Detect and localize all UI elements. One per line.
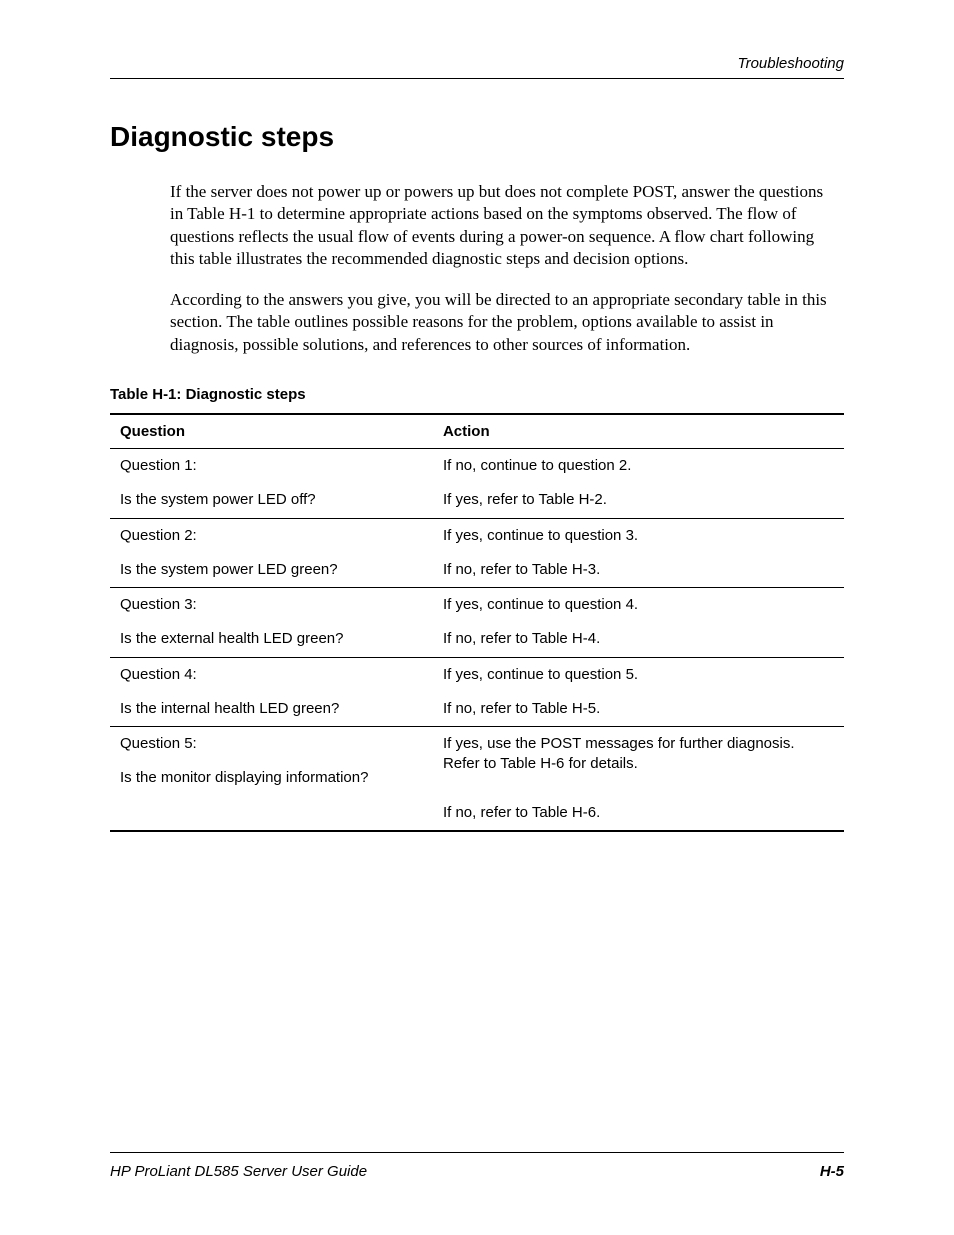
footer-page-number: H-5 bbox=[820, 1163, 844, 1180]
page-footer: HP ProLiant DL585 Server User Guide H-5 bbox=[110, 1152, 844, 1180]
action-cell: If no, refer to Table H-4. bbox=[433, 622, 844, 657]
running-header-text: Troubleshooting bbox=[738, 55, 844, 72]
table-row: Is the external health LED green? If no,… bbox=[110, 622, 844, 657]
question-cell: Is the internal health LED green? bbox=[110, 692, 433, 727]
question-cell: Question 4: bbox=[110, 657, 433, 692]
table-caption: Table H-1: Diagnostic steps bbox=[110, 386, 844, 403]
question-cell: Question 3: bbox=[110, 588, 433, 623]
table-header-row: Question Action bbox=[110, 414, 844, 449]
question-cell: Is the system power LED off? bbox=[110, 483, 433, 518]
footer-row: HP ProLiant DL585 Server User Guide H-5 bbox=[110, 1163, 844, 1180]
running-header: Troubleshooting bbox=[110, 55, 844, 78]
table-row: Question 3: If yes, continue to question… bbox=[110, 588, 844, 623]
header-rule bbox=[110, 78, 844, 79]
table-row: Question 5: If yes, use the POST message… bbox=[110, 727, 844, 762]
table-row: Is the internal health LED green? If no,… bbox=[110, 692, 844, 727]
page-frame: Troubleshooting Diagnostic steps If the … bbox=[110, 55, 844, 1180]
table-header-question: Question bbox=[110, 414, 433, 449]
table-header-action: Action bbox=[433, 414, 844, 449]
table-row: Is the system power LED green? If no, re… bbox=[110, 553, 844, 588]
question-cell: Is the monitor displaying information? bbox=[110, 761, 433, 795]
diagnostic-table: Question Action Question 1: If no, conti… bbox=[110, 413, 844, 832]
action-cell: If yes, continue to question 5. bbox=[433, 657, 844, 692]
question-cell bbox=[110, 796, 433, 831]
action-cell: If yes, continue to question 4. bbox=[433, 588, 844, 623]
action-cell: If no, refer to Table H-5. bbox=[433, 692, 844, 727]
action-cell: If no, refer to Table H-6. bbox=[433, 796, 844, 831]
action-cell: If no, continue to question 2. bbox=[433, 449, 844, 484]
table-row: If no, refer to Table H-6. bbox=[110, 796, 844, 831]
action-cell: If yes, refer to Table H-2. bbox=[433, 483, 844, 518]
footer-rule bbox=[110, 1152, 844, 1153]
question-cell: Is the external health LED green? bbox=[110, 622, 433, 657]
table-row: Is the system power LED off? If yes, ref… bbox=[110, 483, 844, 518]
question-cell: Question 5: bbox=[110, 727, 433, 762]
table-body: Question 1: If no, continue to question … bbox=[110, 449, 844, 831]
action-cell: If yes, use the POST messages for furthe… bbox=[433, 727, 844, 796]
action-cell: If yes, continue to question 3. bbox=[433, 518, 844, 553]
section-title: Diagnostic steps bbox=[110, 121, 844, 153]
paragraph: According to the answers you give, you w… bbox=[170, 289, 834, 356]
table-row: Question 4: If yes, continue to question… bbox=[110, 657, 844, 692]
question-cell: Is the system power LED green? bbox=[110, 553, 433, 588]
action-cell: If no, refer to Table H-3. bbox=[433, 553, 844, 588]
question-cell: Question 2: bbox=[110, 518, 433, 553]
paragraph: If the server does not power up or power… bbox=[170, 181, 834, 271]
footer-doc-title: HP ProLiant DL585 Server User Guide bbox=[110, 1163, 367, 1180]
question-cell: Question 1: bbox=[110, 449, 433, 484]
body-text-block: If the server does not power up or power… bbox=[170, 181, 834, 356]
table-row: Question 2: If yes, continue to question… bbox=[110, 518, 844, 553]
table-row: Question 1: If no, continue to question … bbox=[110, 449, 844, 484]
